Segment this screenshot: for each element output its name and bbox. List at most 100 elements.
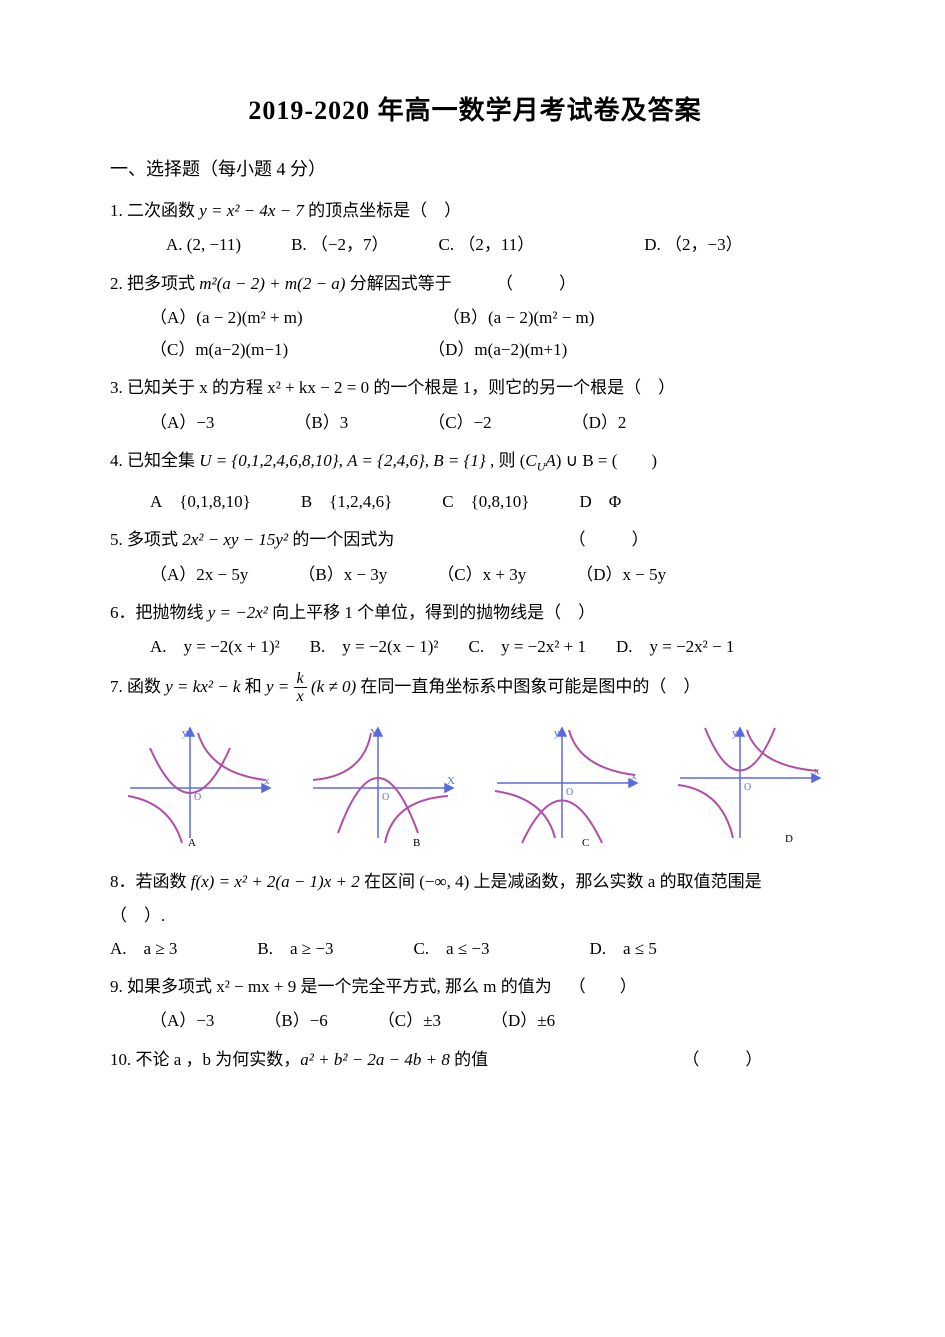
q9-stem: 9. 如果多项式 x² − mx + 9 是一个完全平方式, 那么 m 的值为 … xyxy=(110,971,840,1003)
graph-d-label: D xyxy=(785,833,793,845)
q7-stem: 7. 函数 y = kx² − k 和 y = kx (k ≠ 0) 在同一直角… xyxy=(110,670,840,707)
svg-text:x: x xyxy=(264,775,270,787)
question-10: 10. 不论 a ，b 为何实数，a² + b² − 2a − 4b + 8 的… xyxy=(110,1044,840,1076)
q4-B: B = {1} xyxy=(433,451,485,470)
question-9: 9. 如果多项式 x² − mx + 9 是一个完全平方式, 那么 m 的值为 … xyxy=(110,971,840,1038)
q5-opt-d: （D）x − 5y xyxy=(576,559,666,591)
q3-options: （A）−3 （B）3 （C）−2 （D）2 xyxy=(150,407,840,439)
q10-stem-a: 10. 不论 a ，b 为何实数， xyxy=(110,1050,300,1069)
q7-stem-b: 和 xyxy=(240,677,266,696)
q1-opt-c: C. （2，11） xyxy=(439,229,535,261)
q2-expr: m²(a − 2) + m(2 − a) xyxy=(199,274,345,293)
q2-opt-c: （C）m(a−2)(m−1) xyxy=(150,334,288,366)
q1-options: A. (2, −11) B. （−2，7） C. （2，11） D. （2，−3… xyxy=(166,229,840,261)
graph-a-label: A xyxy=(188,837,196,848)
q4-stem: 4. 已知全集 U = {0,1,2,4,6,8,10}, A = {2,4,6… xyxy=(110,445,840,478)
q5-stem-b: 的一个因式为 xyxy=(288,530,394,549)
q10-stem-b: 的值 xyxy=(450,1050,488,1069)
q7-stem-a: 7. 函数 xyxy=(110,677,165,696)
q6-opt-d: D. y = −2x² − 1 xyxy=(616,631,734,663)
q8-stem: 8．若函数 f(x) = x² + 2(a − 1)x + 2 在区间 (−∞,… xyxy=(110,866,840,898)
svg-text:x: x xyxy=(631,770,637,782)
q7-e1: y = kx² − k xyxy=(165,677,240,696)
q6-expr: y = −2x² xyxy=(208,603,268,622)
q1-opt-b: B. （−2，7） xyxy=(291,229,388,261)
question-3: 3. 已知关于 x 的方程 x² + kx − 2 = 0 的一个根是 1，则它… xyxy=(110,372,840,439)
q2-opt-a: （A）(a − 2)(m² + m) xyxy=(150,302,303,334)
q3-stem: 3. 已知关于 x 的方程 x² + kx − 2 = 0 的一个根是 1，则它… xyxy=(110,372,840,404)
q4-stem-c: ) ∪ B = ( ) xyxy=(556,451,657,470)
q2-options-2: （C）m(a−2)(m−1) （D）m(a−2)(m+1) xyxy=(150,334,840,366)
q3-opt-b: （B）3 xyxy=(294,407,348,439)
q1-stem-b: 的顶点坐标是（ ） xyxy=(304,201,461,220)
q6-stem-b: 向上平移 1 个单位，得到的抛物线是（ ） xyxy=(268,603,595,622)
q4-stem-b: , 则 ( xyxy=(486,451,526,470)
q4-U: U = {0,1,2,4,6,8,10} xyxy=(199,451,338,470)
q5-opt-c: （C）x + 3y xyxy=(437,559,526,591)
svg-text:O: O xyxy=(194,792,201,803)
q4-options: A {0,1,8,10} B {1,2,4,6} C {0,8,10} D Φ xyxy=(150,486,840,518)
q1-opt-d: D. （2，−3） xyxy=(644,229,742,261)
q2-options-1: （A）(a − 2)(m² + m) （B）(a − 2)(m² − m) xyxy=(150,302,840,334)
q6-options: A. y = −2(x + 1)² B. y = −2(x − 1)² C. y… xyxy=(150,631,840,663)
svg-text:Y: Y xyxy=(370,727,378,739)
q4-opt-c: C {0,8,10} xyxy=(442,486,529,518)
q2-opt-b: （B）(a − 2)(m² − m) xyxy=(443,302,595,334)
q9-opt-c: （C）±3 xyxy=(378,1005,441,1037)
q6-stem: 6．把抛物线 y = −2x² 向上平移 1 个单位，得到的抛物线是（ ） xyxy=(110,597,840,629)
q8-stem-b: 在区间 (−∞, 4) 上是减函数，那么实数 a 的取值范围是 xyxy=(360,872,762,891)
q9-options: （A）−3 （B）−6 （C）±3 （D）±6 xyxy=(150,1005,840,1037)
q7-den: x xyxy=(294,688,307,706)
graph-c-svg: O y x C xyxy=(487,718,647,848)
q5-paren: （ ） xyxy=(569,530,653,549)
q1-stem: 1. 二次函数 y = x² − 4x − 7 的顶点坐标是（ ） xyxy=(110,195,840,227)
q7-e2a: y = xyxy=(266,677,294,696)
q8-expr: f(x) = x² + 2(a − 1)x + 2 xyxy=(191,872,360,891)
question-6: 6．把抛物线 y = −2x² 向上平移 1 个单位，得到的抛物线是（ ） A.… xyxy=(110,597,840,664)
graph-b-label: B xyxy=(413,837,420,848)
q2-stem-a: 2. 把多项式 xyxy=(110,274,199,293)
q3-opt-c: （C）−2 xyxy=(428,407,491,439)
q8-paren: （ ）. xyxy=(110,900,840,932)
q8-opt-b: B. a ≥ −3 xyxy=(257,933,333,965)
q8-opt-c: C. a ≤ −3 xyxy=(413,933,489,965)
question-4: 4. 已知全集 U = {0,1,2,4,6,8,10}, A = {2,4,6… xyxy=(110,445,840,518)
q4-opt-d: D Φ xyxy=(579,486,621,518)
svg-text:O: O xyxy=(382,792,389,803)
graph-a-svg: O y x A xyxy=(120,718,280,848)
page-title: 2019-2020 年高一数学月考试卷及答案 xyxy=(110,90,840,127)
q9-opt-a: （A）−3 xyxy=(150,1005,214,1037)
exam-page: 2019-2020 年高一数学月考试卷及答案 一、选择题（每小题 4 分） 1.… xyxy=(0,0,945,1337)
q10-paren: （ ） xyxy=(682,1050,766,1069)
q10-stem: 10. 不论 a ，b 为何实数，a² + b² − 2a − 4b + 8 的… xyxy=(110,1044,840,1076)
q6-opt-a: A. y = −2(x + 1)² xyxy=(150,631,280,663)
svg-text:X: X xyxy=(447,775,455,787)
q7-graph-c: O y x C xyxy=(487,718,647,848)
q1-stem-a: 1. 二次函数 xyxy=(110,201,199,220)
q5-stem: 5. 多项式 2x² − xy − 15y² 的一个因式为 （ ） xyxy=(110,524,840,556)
q7-graph-a: O y x A xyxy=(120,718,280,848)
q3-opt-a: （A）−3 xyxy=(150,407,214,439)
q5-opt-b: （B）x − 3y xyxy=(298,559,387,591)
q5-options: （A）2x − 5y （B）x − 3y （C）x + 3y （D）x − 5y xyxy=(150,559,840,591)
q3-opt-d: （D）2 xyxy=(572,407,627,439)
q9-opt-d: （D）±6 xyxy=(491,1005,555,1037)
svg-text:y: y xyxy=(554,727,560,739)
svg-text:y: y xyxy=(182,727,188,739)
svg-text:y: y xyxy=(732,727,738,739)
question-2: 2. 把多项式 m²(a − 2) + m(2 − a) 分解因式等于 （ ） … xyxy=(110,268,840,367)
q7-graph-b: O Y X B xyxy=(303,718,463,848)
section-1-heading: 一、选择题（每小题 4 分） xyxy=(110,155,840,181)
svg-text:O: O xyxy=(566,787,573,798)
q7-graphs: O y x A O xyxy=(110,718,840,848)
q6-opt-b: B. y = −2(x − 1)² xyxy=(310,631,439,663)
question-5: 5. 多项式 2x² − xy − 15y² 的一个因式为 （ ） （A）2x … xyxy=(110,524,840,591)
q2-stem-b: 分解因式等于 xyxy=(345,274,451,293)
q8-opt-d: D. a ≤ 5 xyxy=(590,933,657,965)
q2-paren: （ ） xyxy=(496,274,580,293)
q2-opt-d: （D）m(a−2)(m+1) xyxy=(428,334,567,366)
graph-d-svg: O y x D xyxy=(670,718,830,848)
q4-c2: , xyxy=(425,451,434,470)
q4-opt-a: A {0,1,8,10} xyxy=(150,486,251,518)
q8-options: A. a ≥ 3 B. a ≥ −3 C. a ≤ −3 D. a ≤ 5 xyxy=(110,933,840,965)
